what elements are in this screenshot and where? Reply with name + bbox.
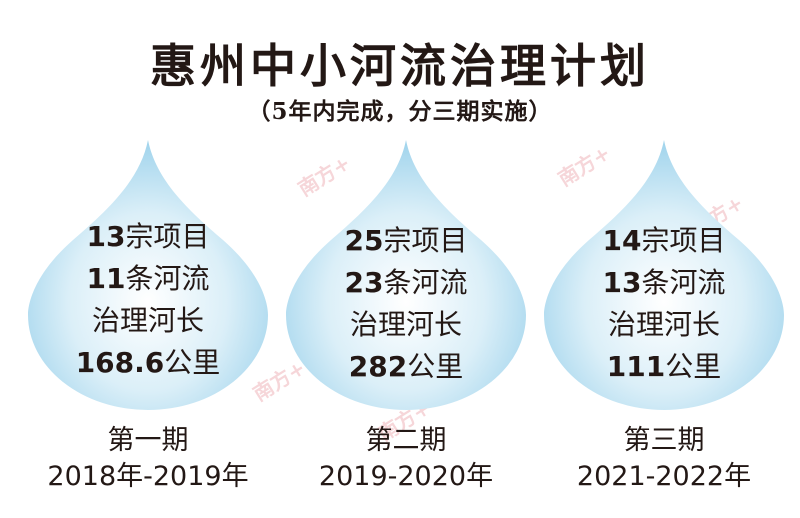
phase-period: 2021-2022年	[576, 461, 752, 492]
length-label: 治理河长	[349, 308, 462, 341]
length-label: 治理河长	[607, 308, 720, 341]
water-drop-icon	[544, 140, 784, 410]
phase-name: 第一期	[107, 425, 189, 456]
phase-3-label: 第三期 2021-2022年	[534, 423, 794, 495]
phase-2-label: 第二期 2019-2020年	[276, 423, 536, 495]
length-label: 治理河长	[91, 304, 204, 337]
phase-2-drop: 25宗项目 23条河流 治理河长 282公里	[286, 140, 526, 410]
project-count: 13宗项目	[86, 220, 210, 253]
phase-3-drop: 14宗项目 13条河流 治理河长 111公里	[544, 140, 784, 410]
page-title: 惠州中小河流治理计划	[150, 39, 650, 93]
length-value: 168.6公里	[75, 346, 221, 379]
phase-name: 第三期	[623, 425, 705, 456]
phase-period: 2019-2020年	[318, 461, 494, 492]
phase-name: 第二期	[365, 425, 447, 456]
page-subtitle: （5年内完成，分三期实施）	[247, 98, 553, 125]
project-count: 25宗项目	[344, 224, 468, 257]
river-count: 11条河流	[86, 262, 210, 295]
phase-1-label: 第一期 2018年-2019年	[18, 423, 278, 495]
water-drop-icon	[28, 140, 268, 410]
river-count: 13条河流	[602, 266, 726, 299]
phase-period: 2018年-2019年	[47, 461, 249, 492]
length-value: 111公里	[606, 350, 722, 383]
river-count: 23条河流	[344, 266, 468, 299]
length-value: 282公里	[348, 350, 464, 383]
phase-1-drop: 13宗项目 11条河流 治理河长 168.6公里	[28, 140, 268, 410]
water-drop-icon	[286, 140, 526, 410]
project-count: 14宗项目	[602, 224, 726, 257]
